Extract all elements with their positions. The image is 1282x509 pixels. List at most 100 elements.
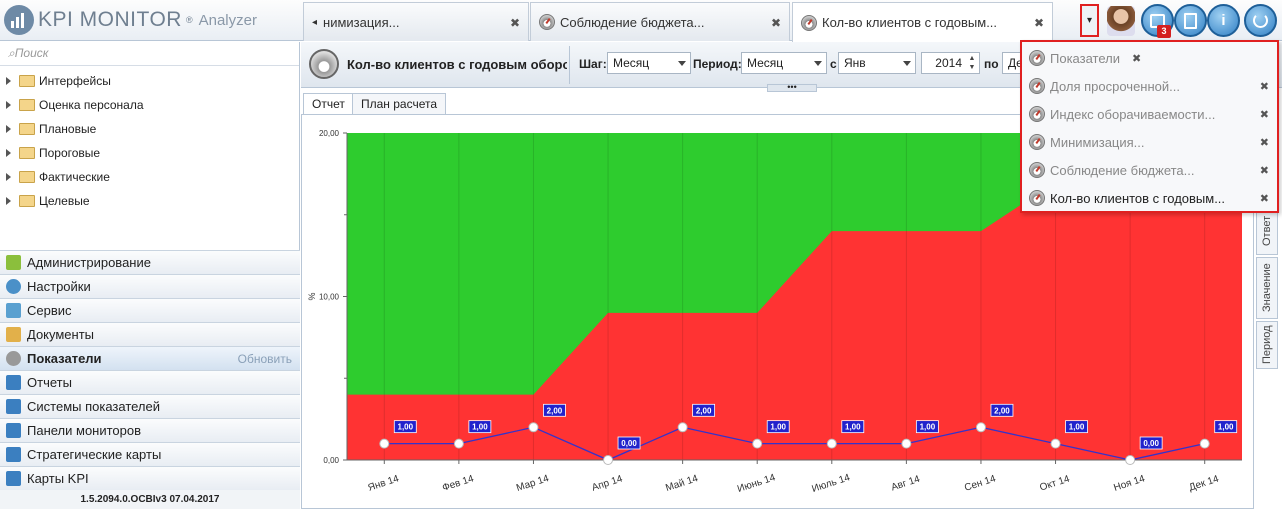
close-icon[interactable]: ✖ — [1259, 80, 1269, 93]
top-bar: KPI MONITOR ® Analyzer ◂ нимизация... ✖ С… — [0, 0, 1282, 42]
gauge-icon — [801, 14, 817, 31]
toolbar-collapse-grip[interactable]: ••• — [767, 83, 817, 92]
nav-administration[interactable]: Администрирование — [0, 250, 300, 274]
data-label: 1,00 — [770, 423, 786, 432]
close-icon[interactable]: ✖ — [1132, 52, 1142, 65]
dropdown-item-label: Минимизация... — [1050, 134, 1145, 150]
report-button[interactable] — [1174, 4, 1207, 37]
expand-icon[interactable] — [6, 101, 11, 109]
gauge-icon — [539, 14, 555, 30]
data-point — [975, 422, 986, 433]
expand-icon[interactable] — [6, 197, 11, 205]
search-icon: ⌕ — [8, 46, 15, 60]
side-tab-value[interactable]: Значение — [1256, 257, 1278, 319]
table-icon — [6, 375, 21, 390]
from-year-stepper[interactable]: 2014 ▲ ▼ — [921, 52, 980, 74]
power-icon — [1253, 13, 1268, 28]
side-tab-answer[interactable]: Ответ — [1256, 207, 1278, 255]
series-line — [384, 426, 1205, 461]
data-label-box — [841, 420, 865, 434]
version-label: 1.5.2094.0.OCBIv3 07.04.2017 — [0, 490, 300, 509]
dropdown-item-minimization[interactable]: Минимизация... ✖ — [1025, 129, 1275, 155]
tab-budget[interactable]: Соблюдение бюджета... ✖ — [530, 2, 790, 41]
hierarchy-icon — [6, 399, 21, 414]
nav-settings[interactable]: Настройки — [0, 274, 300, 298]
search-input[interactable]: ⌕Поиск — [0, 42, 299, 66]
tab-calculation-plan[interactable]: План расчета — [352, 93, 447, 115]
nav-indicator-systems[interactable]: Системы показателей — [0, 394, 300, 418]
folder-icon — [19, 171, 35, 183]
grid-icon — [6, 471, 21, 486]
period-select[interactable]: Месяц — [741, 52, 827, 74]
step-select[interactable]: Месяц — [607, 52, 691, 74]
tree-item-threshold[interactable]: Пороговые — [6, 143, 100, 163]
dropdown-item-label: Соблюдение бюджета... — [1050, 162, 1195, 178]
dropdown-item-overdue[interactable]: Доля просроченной... ✖ — [1025, 73, 1275, 99]
tree-item-actual[interactable]: Фактические — [6, 167, 110, 187]
user-avatar[interactable] — [1107, 6, 1135, 36]
close-icon[interactable]: ✖ — [1033, 16, 1044, 30]
expand-icon[interactable] — [6, 149, 11, 157]
tab-minimization[interactable]: ◂ нимизация... ✖ — [303, 2, 529, 41]
close-icon[interactable]: ✖ — [1259, 192, 1269, 205]
data-label: 1,00 — [472, 423, 488, 432]
tree-item-interfaces[interactable]: Интерфейсы — [6, 71, 111, 91]
gauge-icon — [1029, 162, 1045, 178]
x-tick-label: Окт 14 — [1038, 474, 1071, 494]
nav-label: Карты KPI — [27, 471, 89, 486]
tab-clients[interactable]: Кол-во клиентов с годовым... ✖ — [792, 2, 1053, 42]
data-label-box — [617, 436, 641, 450]
close-icon[interactable]: ✖ — [1259, 108, 1269, 121]
subtab-bar: Отчет План расчета — [301, 93, 1282, 115]
stepper-up-icon[interactable]: ▲ — [968, 55, 976, 62]
from-month-select[interactable]: Янв — [838, 52, 916, 74]
x-tick-label: Сен 14 — [963, 473, 997, 494]
data-label: 1,00 — [1218, 423, 1234, 432]
nav-service[interactable]: Сервис — [0, 298, 300, 322]
power-button[interactable] — [1244, 4, 1277, 37]
dropdown-item-indicators[interactable]: Показатели ✖ — [1025, 45, 1275, 71]
tree-item-planned[interactable]: Плановые — [6, 119, 96, 139]
tab-list-dropdown-button[interactable]: ▾ — [1080, 4, 1099, 37]
nav-indicators[interactable]: Показатели Обновить — [0, 346, 300, 370]
close-icon[interactable]: ✖ — [770, 16, 781, 30]
chart: 0,00 10,00 20,00% Янв 14 Фев 14 Мар 14 Апр 14 М… — [307, 129, 1242, 495]
close-icon[interactable]: ✖ — [509, 16, 520, 30]
chevron-down-icon — [678, 61, 686, 66]
close-icon[interactable]: ✖ — [1259, 136, 1269, 149]
side-tab-period[interactable]: Период — [1256, 321, 1278, 369]
stepper-down-icon[interactable]: ▼ — [968, 64, 976, 71]
x-tick-label: Ноя 14 — [1112, 473, 1146, 494]
tab-scroll-left-icon[interactable]: ◂ — [312, 16, 318, 28]
x-tick-label: Мар 14 — [515, 473, 551, 494]
dropdown-item-turnover[interactable]: Индекс оборачиваемости... ✖ — [1025, 101, 1275, 127]
step-label: Шаг: — [579, 57, 607, 71]
data-point — [1050, 438, 1061, 449]
expand-icon[interactable] — [6, 77, 11, 85]
logo: KPI MONITOR ® Analyzer — [4, 4, 257, 36]
dropdown-item-budget[interactable]: Соблюдение бюджета... ✖ — [1025, 157, 1275, 183]
stepper-arrows[interactable]: ▲ ▼ — [966, 54, 978, 72]
nav-label: Администрирование — [27, 255, 151, 270]
info-button[interactable]: i — [1207, 4, 1240, 37]
tree-item-label: Интерфейсы — [39, 74, 111, 88]
close-icon[interactable]: ✖ — [1259, 164, 1269, 177]
nav-reports[interactable]: Отчеты — [0, 370, 300, 394]
tree-item-target[interactable]: Целевые — [6, 191, 90, 211]
tree-item-label: Оценка персонала — [39, 98, 144, 112]
tree-item-staff[interactable]: Оценка персонала — [6, 95, 144, 115]
nav-strategy-maps[interactable]: Стратегические карты — [0, 442, 300, 466]
nav-monitor-panels[interactable]: Панели мониторов — [0, 418, 300, 442]
data-label-box — [393, 420, 417, 434]
nav-kpi-maps[interactable]: Карты KPI — [0, 466, 300, 490]
expand-icon[interactable] — [6, 173, 11, 181]
dropdown-item-clients[interactable]: Кол-во клиентов с годовым... ✖ — [1025, 185, 1275, 211]
dashboard-icon — [6, 423, 21, 438]
expand-icon[interactable] — [6, 125, 11, 133]
data-label: 1,00 — [398, 423, 414, 432]
tab-report[interactable]: Отчет — [303, 93, 354, 115]
nav-documents[interactable]: Документы — [0, 322, 300, 346]
logo-text: KPI MONITOR — [38, 8, 182, 31]
refresh-link[interactable]: Обновить — [237, 351, 292, 366]
